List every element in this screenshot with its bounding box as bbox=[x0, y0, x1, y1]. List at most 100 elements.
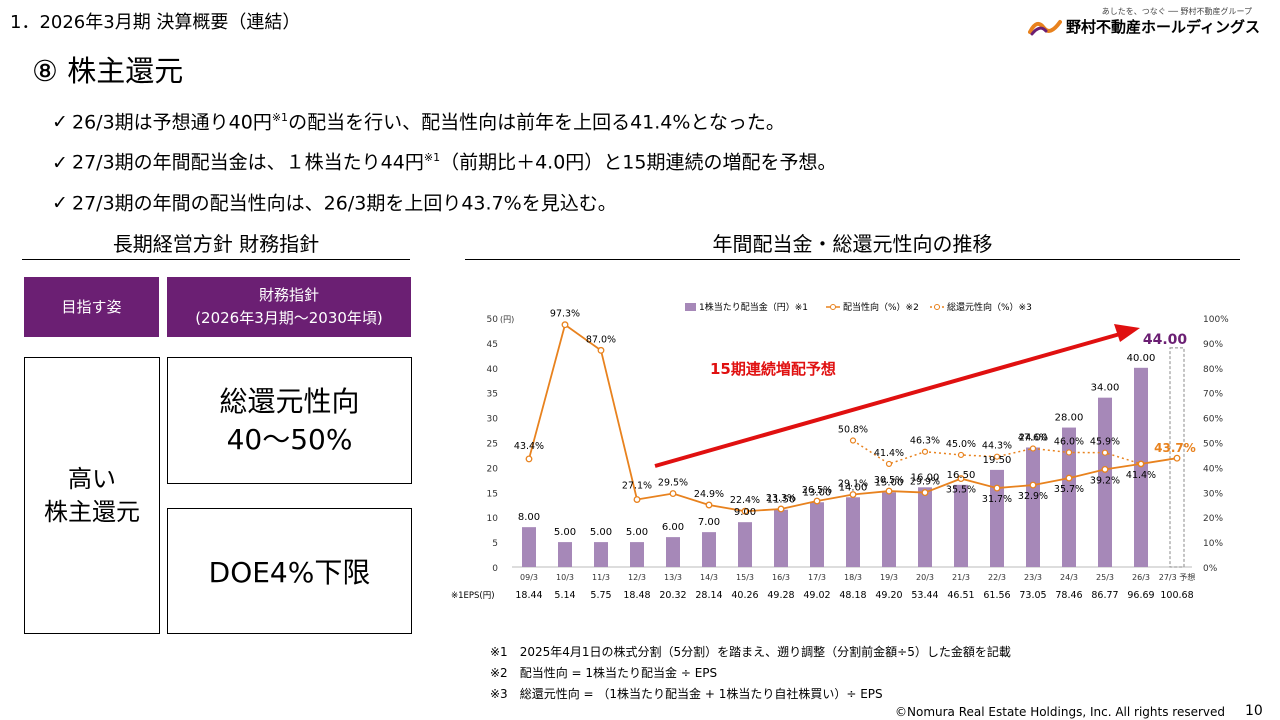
bar-value-label: 5.00 bbox=[626, 527, 648, 538]
growth-arrow bbox=[654, 332, 1121, 468]
total-return-ratio-label: 44.3% bbox=[982, 441, 1012, 452]
legend-label: 1株当たり配当金（円）※1 bbox=[699, 301, 808, 313]
bar-value-label: 5.00 bbox=[590, 527, 612, 538]
payout-ratio-point bbox=[669, 490, 677, 497]
payout-ratio-point bbox=[885, 487, 893, 495]
bar bbox=[882, 492, 896, 567]
payout-ratio-label: 30.5% bbox=[874, 475, 904, 486]
payout-ratio-label: 23.3% bbox=[766, 493, 796, 504]
footnote: ※1 2025年4月1日の株式分割（5分割）を踏まえ、遡り調整（分割前金額÷5）… bbox=[490, 645, 1011, 659]
payout-ratio-point bbox=[957, 475, 965, 483]
bar bbox=[594, 542, 608, 567]
y-left-tick: 35 bbox=[487, 390, 498, 400]
footnotes: ※1 2025年4月1日の株式分割（5分割）を踏まえ、遡り調整（分割前金額÷5）… bbox=[490, 642, 1011, 705]
x-tick-label: 13/3 bbox=[664, 573, 682, 582]
bar-value-label: 6.00 bbox=[662, 522, 684, 533]
payout-ratio-point bbox=[1173, 454, 1181, 462]
bar bbox=[630, 542, 644, 567]
legend-marker-payout bbox=[830, 304, 836, 310]
payout-ratio-point bbox=[633, 496, 641, 503]
bar bbox=[666, 537, 680, 567]
total-return-ratio-point bbox=[1101, 449, 1109, 456]
check-icon: ✓ bbox=[52, 111, 68, 134]
bar-forecast bbox=[1169, 347, 1185, 568]
payout-ratio-label: 29.5% bbox=[658, 478, 688, 489]
eps-value: 40.26 bbox=[731, 590, 758, 601]
bar-value-label: 28.00 bbox=[1055, 413, 1084, 424]
payout-ratio-point bbox=[921, 489, 929, 496]
bar-value-label: 13.00 bbox=[803, 487, 832, 498]
copyright: ©Nomura Real Estate Holdings, Inc. All r… bbox=[895, 705, 1225, 719]
y-left-tick: 45 bbox=[487, 340, 498, 350]
x-tick-label: 12/3 bbox=[628, 573, 646, 582]
forecast-dividend-label: 44.00 bbox=[1143, 332, 1188, 348]
payout-ratio-point bbox=[741, 507, 749, 515]
eps-value: 73.05 bbox=[1019, 590, 1046, 601]
eps-value: 5.75 bbox=[590, 590, 611, 601]
bar-value-label: 14.00 bbox=[839, 482, 868, 493]
company-logo: 野村不動産ホールディングス bbox=[1028, 16, 1260, 37]
logo-mark-icon bbox=[1028, 19, 1063, 35]
y-left-tick: 5 bbox=[492, 539, 498, 549]
bar bbox=[522, 527, 536, 567]
payout-ratio-point bbox=[705, 501, 713, 509]
bar bbox=[954, 484, 968, 567]
y-left-tick: 10 bbox=[487, 514, 499, 524]
bullet-item: ✓ 26/3期は予想通り40円※1の配当を行い、配当性向は前年を上回る41.4%と… bbox=[52, 100, 836, 140]
payout-ratio-point bbox=[777, 505, 785, 513]
y-left-tick: 50 bbox=[487, 315, 499, 325]
y-right-tick: 10% bbox=[1203, 539, 1223, 549]
bullet-item: ✓ 27/3期の年間配当金は、１株当たり44円※1（前期比＋4.0円）と15期連続… bbox=[52, 140, 836, 180]
eps-row-label: ※1EPS(円) bbox=[451, 591, 495, 601]
eps-value: 5.14 bbox=[554, 590, 575, 601]
bar-value-label: 7.00 bbox=[698, 517, 720, 528]
x-tick-label: 20/3 bbox=[916, 573, 934, 582]
payout-ratio-label: 29.9% bbox=[910, 477, 940, 488]
total-return-ratio-point bbox=[849, 437, 857, 444]
y-right-tick: 80% bbox=[1203, 365, 1223, 375]
total-return-ratio-point bbox=[1137, 460, 1145, 468]
bullet-list: ✓ 26/3期は予想通り40円※1の配当を行い、配当性向は前年を上回る41.4%と… bbox=[52, 100, 836, 221]
page-number: 10 bbox=[1245, 703, 1263, 719]
bar-value-label: 34.00 bbox=[1091, 383, 1120, 394]
growth-arrow-head bbox=[1114, 324, 1140, 342]
x-tick-label: 22/3 bbox=[988, 573, 1006, 582]
x-tick-label: 18/3 bbox=[844, 573, 862, 582]
total-return-ratio-line bbox=[852, 439, 1142, 465]
payout-ratio-point bbox=[561, 321, 569, 329]
payout-ratio-label: 31.7% bbox=[982, 494, 1012, 505]
check-icon: ✓ bbox=[52, 191, 68, 214]
payout-ratio-label: 97.3% bbox=[550, 309, 580, 320]
eps-value: 49.02 bbox=[803, 590, 830, 601]
eps-value: 78.46 bbox=[1055, 590, 1082, 601]
total-return-ratio-label: 45.9% bbox=[1090, 437, 1120, 448]
footnote: ※2 配当性向 = 1株当たり配当金 ÷ EPS bbox=[490, 666, 718, 680]
x-tick-label: 23/3 bbox=[1024, 573, 1042, 582]
y-left-tick: 25 bbox=[487, 440, 498, 450]
y-left-tick: 0 bbox=[492, 564, 498, 574]
bar-value-label: 19.50 bbox=[983, 455, 1012, 466]
logo-tagline: あしたを、つなぐ ── 野村不動産グループ bbox=[1101, 7, 1252, 16]
x-tick-label: 19/3 bbox=[880, 573, 898, 582]
bar bbox=[990, 469, 1004, 567]
bullet-item: ✓ 27/3期の年間の配当性向は、26/3期を上回り43.7%を見込む。 bbox=[52, 181, 836, 221]
y-left-tick: 20 bbox=[487, 464, 499, 474]
bar-value-label: 8.00 bbox=[518, 512, 540, 523]
bar bbox=[558, 542, 572, 567]
x-tick-label: 11/3 bbox=[592, 573, 610, 582]
total-return-ratio-label: 46.0% bbox=[1054, 436, 1084, 447]
payout-ratio-label: 27.1% bbox=[622, 481, 652, 492]
y-left-tick: 15 bbox=[487, 489, 498, 499]
payout-ratio-point bbox=[813, 497, 821, 505]
eps-value: 28.14 bbox=[695, 590, 722, 601]
chart-title: 年間配当金・総還元性向の推移 bbox=[712, 232, 993, 256]
payout-ratio-point bbox=[1065, 474, 1073, 482]
y-left-tick: 30 bbox=[487, 415, 499, 425]
legend-label: 総還元性向（%）※3 bbox=[947, 301, 1032, 313]
x-tick-label: 26/3 bbox=[1132, 573, 1150, 582]
eps-value: 48.18 bbox=[839, 590, 866, 601]
total-return-ratio-label: 46.3% bbox=[910, 436, 940, 447]
total-return-target-box: 総還元性向 40～50% bbox=[167, 357, 412, 484]
logo-name: 野村不動産ホールディングス bbox=[1066, 18, 1260, 36]
eps-value: 86.77 bbox=[1091, 590, 1118, 601]
